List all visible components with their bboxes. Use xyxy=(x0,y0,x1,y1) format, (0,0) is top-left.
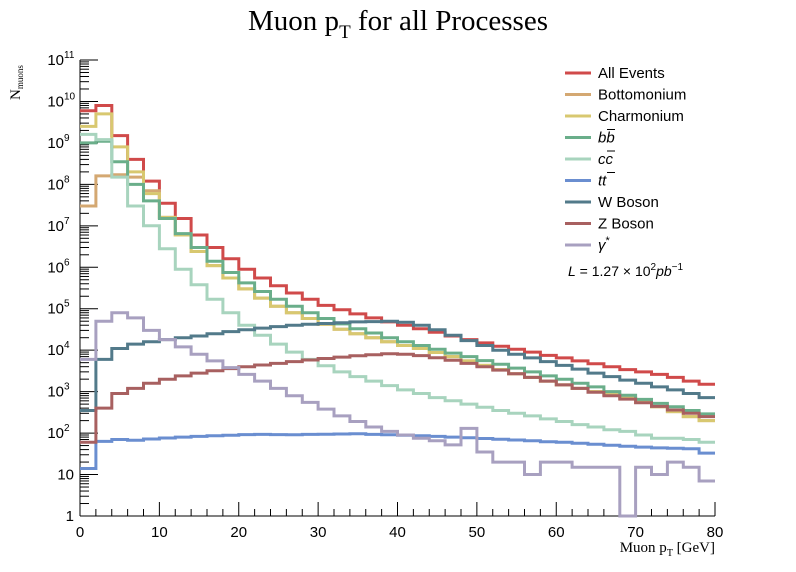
series-line-7 xyxy=(80,352,715,444)
y-tick-exponent: 2 xyxy=(64,423,70,434)
y-tick-label: 10 xyxy=(47,425,64,442)
x-tick-label: 60 xyxy=(548,524,565,541)
x-tick-label: 80 xyxy=(707,524,724,541)
y-tick-label: 10 xyxy=(47,301,64,318)
legend: All Events Bottomonium Charmonium bb cc tt W B… xyxy=(565,65,686,254)
y-tick-exponent: 3 xyxy=(64,382,70,393)
y-tick-exponent: 10 xyxy=(64,91,76,102)
legend-label: Z Boson xyxy=(598,216,654,233)
y-tick-label: 10 xyxy=(47,259,64,276)
x-axis-title: Muon pT [GeV] xyxy=(620,540,715,559)
series-line-6 xyxy=(80,319,715,412)
legend-label: tt xyxy=(598,173,607,190)
x-tick-label: 0 xyxy=(76,524,84,541)
y-tick-label: 10 xyxy=(47,218,64,235)
x-tick-label: 10 xyxy=(151,524,168,541)
legend-label: Bottomonium xyxy=(598,87,686,104)
y-tick-exponent: 6 xyxy=(64,257,70,268)
legend-label: bb xyxy=(598,130,615,147)
legend-label: All Events xyxy=(598,65,665,82)
y-axis-title: Nmuons xyxy=(8,65,25,100)
series-line-8 xyxy=(80,311,715,518)
y-tick-exponent: 5 xyxy=(64,299,70,310)
y-tick-exponent: 11 xyxy=(64,50,75,61)
chart-title: Muon pT for all Processes xyxy=(248,5,548,43)
y-tick-label: 10 xyxy=(47,384,64,401)
x-tick-label: 40 xyxy=(389,524,406,541)
legend-label: cc xyxy=(598,151,614,168)
series-line-5 xyxy=(80,432,715,470)
series-lines xyxy=(80,104,715,518)
y-tick-label: 10 xyxy=(47,176,64,193)
y-tick-exponent: 4 xyxy=(64,340,70,351)
y-tick-label: 10 xyxy=(47,93,64,110)
luminosity-label: L = 1.27 × 102pb−1 xyxy=(568,262,684,279)
y-tick-exponent: 9 xyxy=(64,133,70,144)
y-tick-exponent: 7 xyxy=(64,216,70,227)
x-tick-label: 20 xyxy=(230,524,247,541)
svg-text:Nmuons: Nmuons xyxy=(8,65,25,100)
series-line-4 xyxy=(80,132,715,444)
y-tick-label: 1 xyxy=(66,508,74,525)
y-tick-label: 10 xyxy=(47,52,64,69)
legend-label: γ* xyxy=(598,235,611,254)
y-tick-label: 10 xyxy=(57,467,74,484)
x-tick-label: 70 xyxy=(627,524,644,541)
y-tick-label: 10 xyxy=(47,135,64,152)
legend-label: Charmonium xyxy=(598,108,684,125)
x-tick-label: 30 xyxy=(310,524,327,541)
x-tick-label: 50 xyxy=(469,524,486,541)
legend-label: W Boson xyxy=(598,194,659,211)
y-tick-label: 10 xyxy=(47,342,64,359)
y-tick-exponent: 8 xyxy=(64,174,70,185)
